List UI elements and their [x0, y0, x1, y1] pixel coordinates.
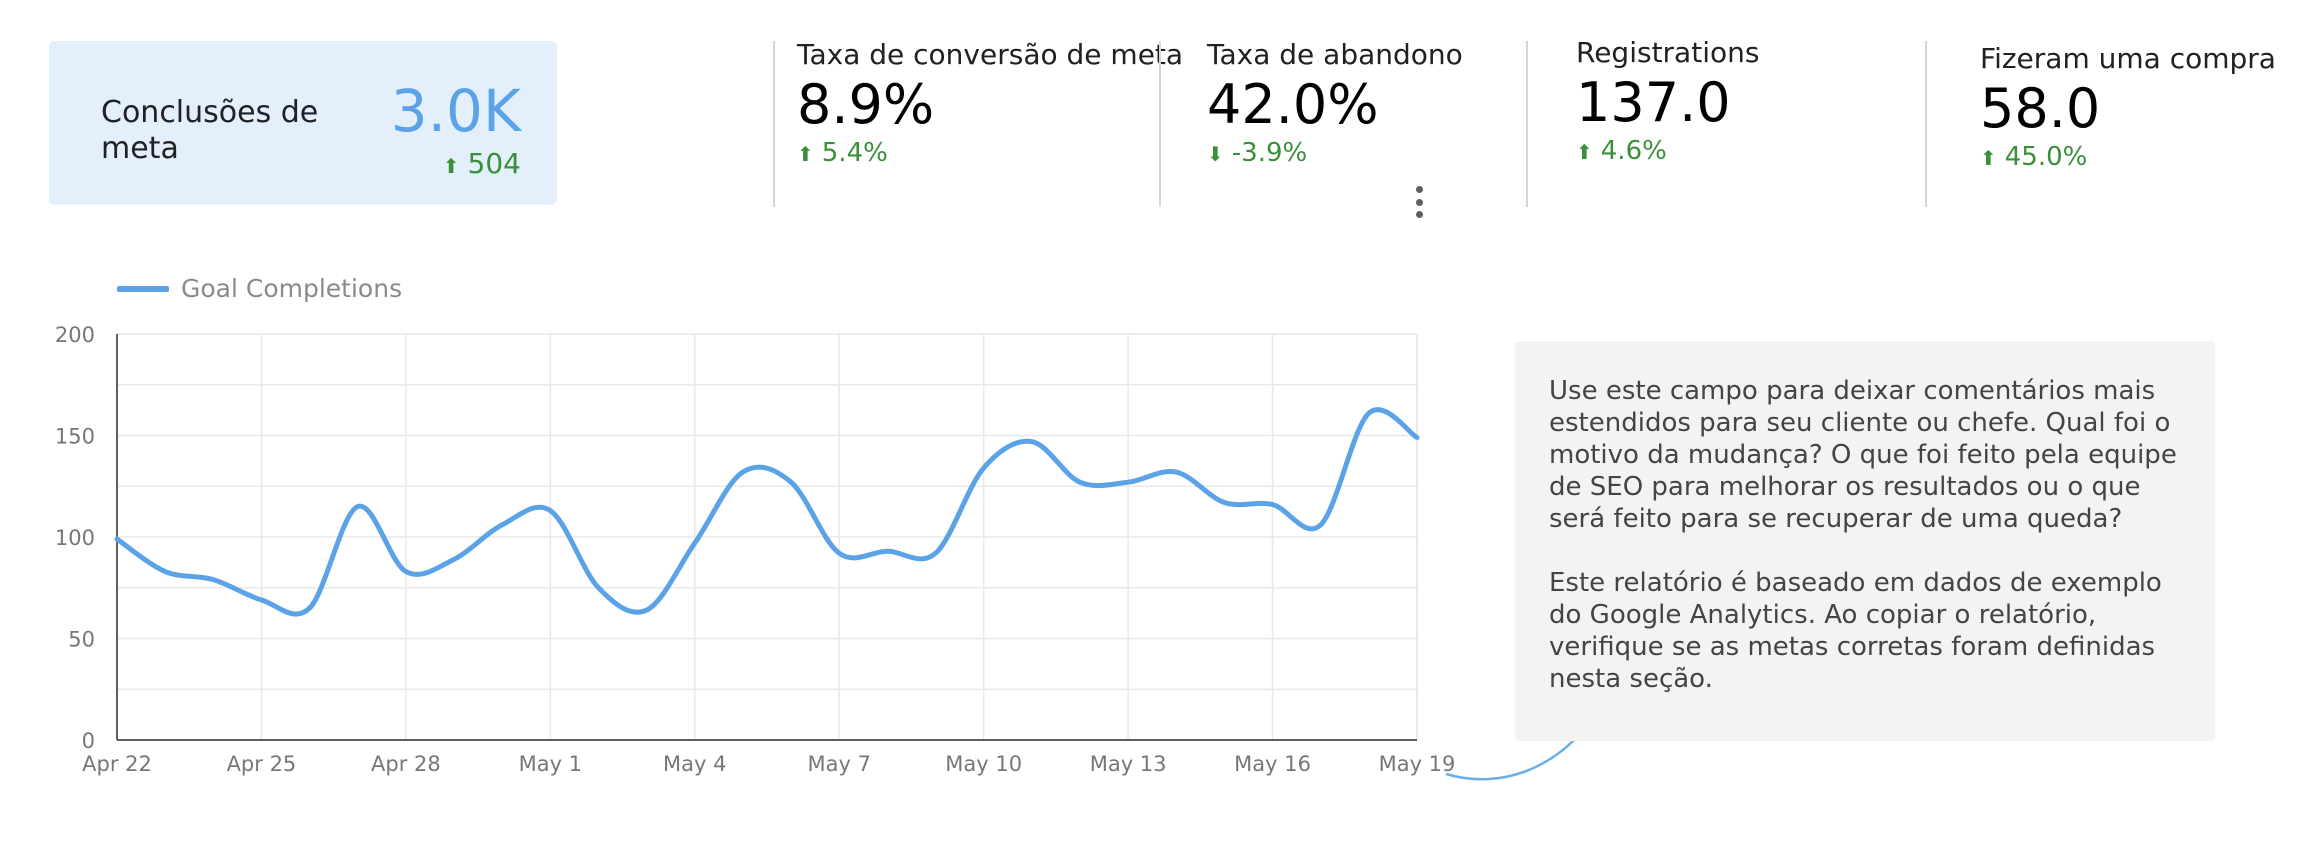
- arrow-up-icon: ⬆: [1576, 140, 1593, 164]
- kpi-card-registrations[interactable]: Registrations 137.0 ⬆ 4.6%: [1576, 36, 1759, 167]
- x-tick-label: May 10: [945, 752, 1022, 776]
- kpi-value: 8.9%: [797, 73, 935, 136]
- kpi-value: 137.0: [1576, 71, 1731, 134]
- comment-box[interactable]: Use este campo para deixar comentários m…: [1515, 341, 2215, 741]
- comment-paragraph: Use este campo para deixar comentários m…: [1549, 376, 2177, 534]
- kpi-label: Taxa de conversão de meta: [797, 38, 1184, 71]
- y-tick-label: 0: [82, 729, 95, 753]
- line-chart: 0 50 100 150 200 Apr 22 Apr 25 Apr 28 May 1 May 4…: [55, 323, 1456, 776]
- kpi-delta: ⬆ 504: [443, 147, 521, 183]
- x-tick-label: May 1: [519, 752, 582, 776]
- kpi-card-conversion-rate[interactable]: Taxa de conversão de meta 8.9% ⬆ 5.4%: [797, 38, 1183, 169]
- comment-text: Use este campo para deixar comentários m…: [1549, 375, 2199, 727]
- kpi-value: 58.0: [1980, 77, 2101, 140]
- y-tick-label: 50: [68, 628, 95, 652]
- x-tick-label: May 4: [663, 752, 726, 776]
- arrow-up-icon: ⬆: [1980, 146, 1997, 170]
- kpi-card-purchases[interactable]: Fizeram uma compra 58.0 ⬆ 45.0%: [1980, 42, 2276, 173]
- comment-paragraph: Este relatório é baseado em dados de exe…: [1549, 568, 2162, 694]
- divider: [1159, 41, 1161, 207]
- kpi-delta: ⬇ -3.9%: [1207, 138, 1463, 169]
- arrow-up-icon: ⬆: [797, 142, 814, 166]
- divider: [1526, 41, 1528, 207]
- y-tick-label: 150: [55, 425, 95, 449]
- kpi-delta-value: 504: [467, 147, 521, 180]
- kpi-delta-value: 45.0%: [2004, 142, 2088, 172]
- kpi-card-goal-completions[interactable]: Conclusões de meta 3.0K ⬆ 504: [49, 41, 557, 205]
- x-tick-label: May 13: [1090, 752, 1167, 776]
- kpi-delta: ⬆ 5.4%: [797, 138, 1183, 169]
- x-tick-label: Apr 25: [227, 752, 297, 776]
- kpi-label: Taxa de abandono: [1207, 38, 1463, 71]
- kpi-delta-value: -3.9%: [1231, 138, 1308, 168]
- series-line-goal-completions: [114, 407, 1420, 617]
- y-tick-label: 200: [55, 323, 95, 347]
- divider: [773, 41, 775, 207]
- kpi-delta-value: 4.6%: [1600, 136, 1667, 166]
- y-tick-label: 100: [55, 526, 95, 550]
- x-tick-label: Apr 28: [371, 752, 441, 776]
- x-tick-label: May 19: [1379, 752, 1456, 776]
- kpi-value: 42.0%: [1207, 73, 1379, 136]
- legend-swatch: [117, 285, 169, 292]
- kpi-delta: ⬆ 45.0%: [1980, 142, 2276, 173]
- kpi-label: Fizeram uma compra: [1980, 42, 2276, 75]
- legend-label: Goal Completions: [181, 274, 403, 303]
- arrow-up-icon: ⬆: [442, 154, 460, 178]
- divider: [1925, 41, 1927, 207]
- x-tick-label: May 7: [807, 752, 870, 776]
- more-vertical-icon[interactable]: [1412, 186, 1426, 218]
- kpi-card-abandonment-rate[interactable]: Taxa de abandono 42.0% ⬇ -3.9%: [1207, 38, 1463, 169]
- kpi-delta-value: 5.4%: [821, 138, 888, 168]
- chart-legend[interactable]: Goal Completions: [117, 274, 402, 303]
- kpi-label: Registrations: [1576, 36, 1760, 69]
- arrow-down-icon: ⬇: [1207, 142, 1224, 166]
- kpi-delta: ⬆ 4.6%: [1576, 136, 1759, 167]
- kpi-value: 3.0K: [390, 77, 521, 145]
- x-tick-label: May 16: [1234, 752, 1311, 776]
- kpi-label: Conclusões de meta: [101, 95, 319, 166]
- x-tick-label: Apr 22: [82, 752, 152, 776]
